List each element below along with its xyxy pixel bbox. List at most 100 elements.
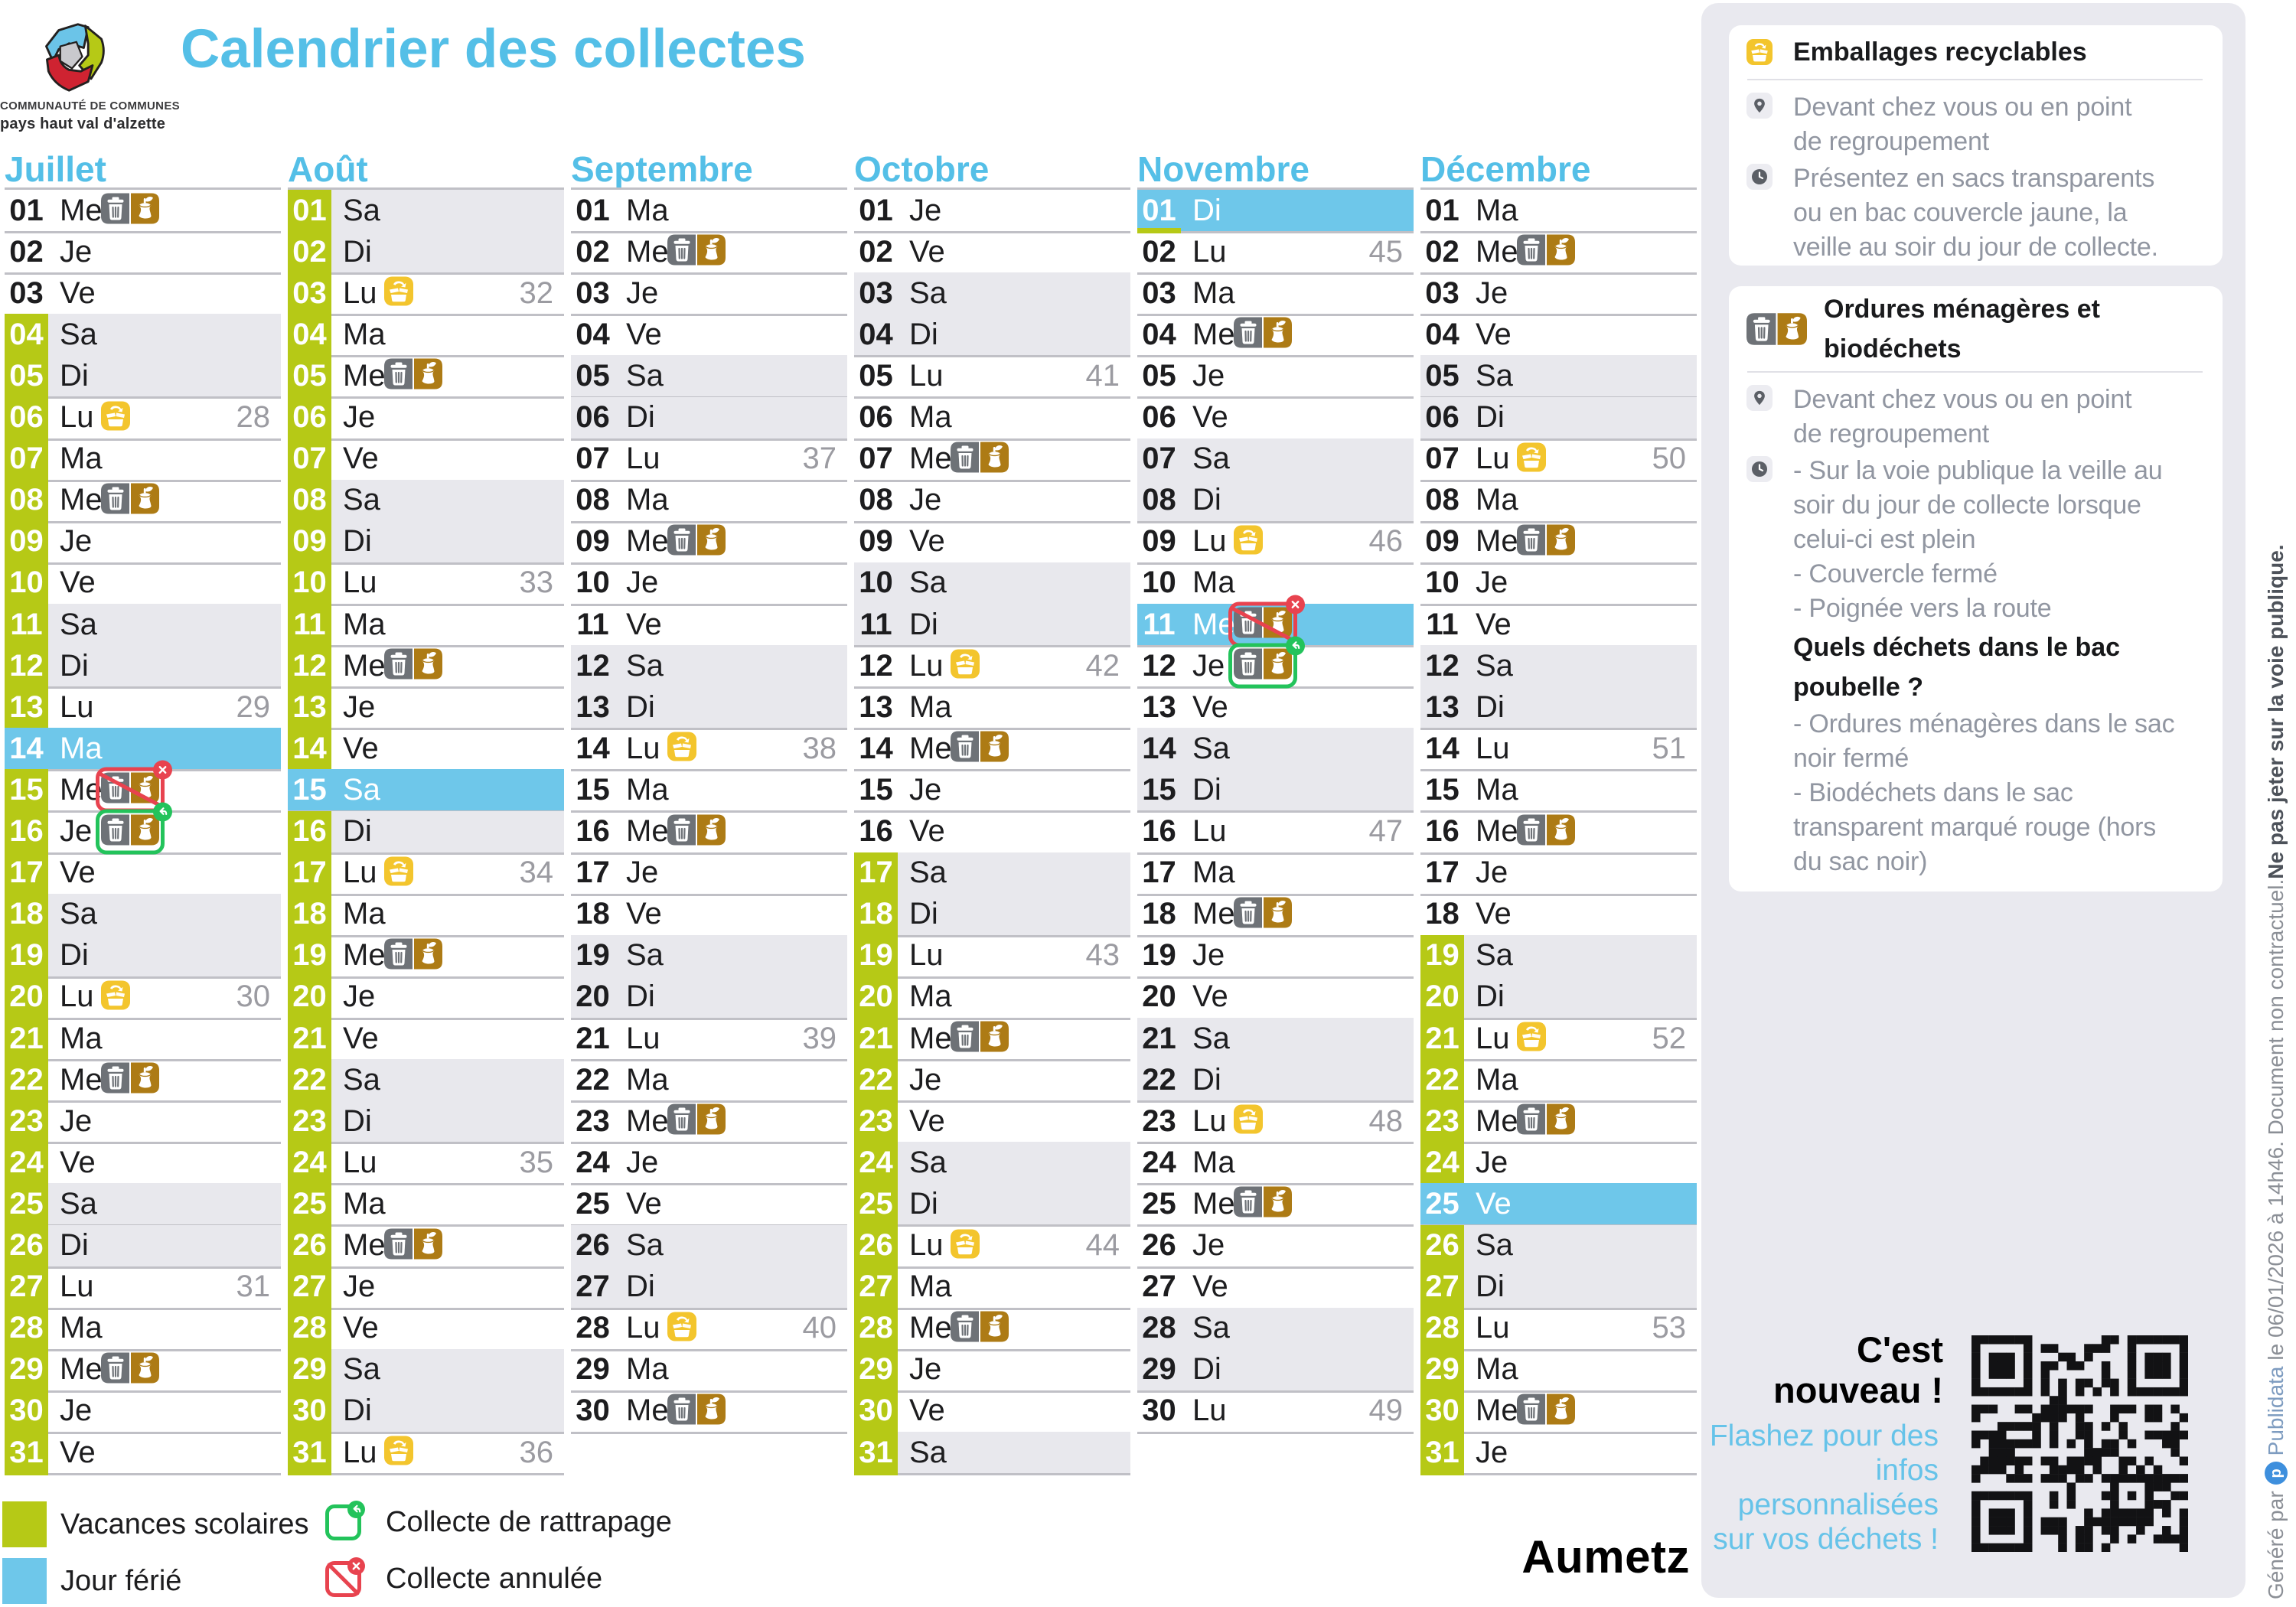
day-name: Je bbox=[343, 1270, 376, 1304]
info-panel: Emballages recyclables Devant chez vous … bbox=[1701, 3, 2245, 1598]
day-name: Ve bbox=[60, 856, 96, 890]
day-number: 24 bbox=[1142, 1145, 1176, 1179]
day-number: 09 bbox=[859, 524, 893, 559]
day-number: 31 bbox=[859, 1435, 893, 1469]
day-number: 30 bbox=[1142, 1393, 1176, 1428]
day-icons bbox=[1517, 442, 1546, 475]
month-4: Novembre 01 Di 02 Lu 45 03 Ma 04 Me 05 Je 06 Ve 07 Sa… bbox=[1135, 0, 1414, 1607]
legend-ferie: Jour férié bbox=[2, 1558, 181, 1604]
calendar-day-row: 19 Je bbox=[1137, 935, 1414, 979]
day-number: 22 bbox=[1142, 1062, 1176, 1097]
card-ordures-title: Ordures ménagères et biodéchets bbox=[1824, 295, 2100, 363]
day-number: 21 bbox=[576, 1021, 610, 1055]
day-number: 25 bbox=[9, 1186, 44, 1221]
row-separator bbox=[1137, 1100, 1414, 1103]
week-number: 35 bbox=[519, 1145, 554, 1179]
day-name: Sa bbox=[1192, 1311, 1230, 1345]
day-name: Ma bbox=[343, 1186, 386, 1221]
day-number: 24 bbox=[1425, 1145, 1459, 1179]
row-separator bbox=[1420, 1307, 1697, 1310]
day-name: Di bbox=[626, 1270, 655, 1304]
day-icons bbox=[101, 483, 159, 517]
calendar-day-row: 17 Je bbox=[1420, 852, 1697, 896]
day-number: 01 bbox=[1425, 193, 1459, 227]
day-number-cell bbox=[288, 1432, 331, 1476]
day-number: 30 bbox=[1425, 1393, 1459, 1428]
row-separator bbox=[571, 603, 847, 606]
row-separator bbox=[854, 810, 1130, 813]
row-separator bbox=[1137, 396, 1414, 399]
day-number: 12 bbox=[1142, 648, 1176, 683]
day-name: Je bbox=[1192, 648, 1225, 683]
row-separator bbox=[288, 1224, 564, 1227]
day-number-cell bbox=[288, 893, 331, 937]
day-number: 20 bbox=[859, 980, 893, 1014]
row-separator bbox=[1137, 1431, 1414, 1434]
calendar-day-row: 06 Lu 28 bbox=[5, 396, 281, 441]
calendar-day-row: 06 Ve bbox=[1137, 397, 1414, 441]
day-name: Je bbox=[60, 1103, 93, 1138]
day-name: Di bbox=[909, 1186, 938, 1221]
legend-vacances: Vacances scolaires bbox=[2, 1501, 309, 1547]
day-number: 01 bbox=[9, 193, 44, 227]
day-name: Je bbox=[626, 275, 659, 310]
day-number-cell bbox=[1420, 976, 1464, 1020]
day-number-cell bbox=[854, 1266, 898, 1310]
day-number-cell bbox=[854, 893, 898, 937]
calendar-day-row: 08 Me bbox=[5, 479, 281, 523]
row-separator bbox=[288, 645, 564, 648]
vacation-swatch bbox=[2, 1501, 47, 1547]
day-number: 10 bbox=[292, 566, 327, 600]
day-number: 23 bbox=[1425, 1103, 1459, 1138]
row-separator bbox=[1420, 438, 1697, 441]
day-name: Lu bbox=[60, 980, 94, 1014]
day-number: 29 bbox=[9, 1352, 44, 1387]
day-name: Sa bbox=[1192, 731, 1230, 765]
day-name: Ma bbox=[909, 980, 952, 1014]
day-name: Ma bbox=[1192, 566, 1235, 600]
day-icons bbox=[384, 856, 413, 889]
day-name: Lu bbox=[1476, 731, 1510, 765]
day-number-cell bbox=[288, 810, 331, 855]
row-separator bbox=[571, 1348, 847, 1351]
day-icons bbox=[384, 1228, 442, 1263]
day-number: 27 bbox=[1425, 1270, 1459, 1304]
calendar-day-row: 05 Sa bbox=[571, 355, 847, 399]
day-name: Ma bbox=[1192, 856, 1235, 890]
day-number-cell bbox=[5, 562, 48, 606]
day-name: Me bbox=[60, 1352, 103, 1387]
day-number: 05 bbox=[1425, 358, 1459, 393]
ordures-biodechets-collection-icon bbox=[384, 358, 442, 393]
row-separator bbox=[571, 1017, 847, 1020]
day-number: 05 bbox=[292, 358, 327, 393]
day-name: Sa bbox=[60, 607, 97, 641]
day-name: Je bbox=[60, 234, 93, 269]
calendar-day-row: 30 Lu 49 bbox=[1137, 1390, 1414, 1434]
row-separator bbox=[854, 1059, 1130, 1062]
day-name: Ve bbox=[909, 1393, 945, 1428]
ordures-biodechets-collection-icon bbox=[1234, 897, 1292, 931]
day-number: 01 bbox=[576, 193, 610, 227]
day-name: Je bbox=[909, 1352, 942, 1387]
day-icons bbox=[667, 524, 726, 559]
calendar-day-row: 06 Je bbox=[288, 396, 564, 441]
day-number: 20 bbox=[1142, 980, 1176, 1014]
day-number: 17 bbox=[1425, 856, 1459, 890]
calendar-day-row: 02 Me bbox=[1420, 231, 1697, 275]
day-name: Me bbox=[343, 358, 386, 393]
day-name: Je bbox=[60, 814, 93, 849]
card-emballages-title: Emballages recyclables bbox=[1793, 37, 2087, 67]
calendar-day-row: 15 Me bbox=[5, 760, 281, 813]
day-number: 09 bbox=[1142, 524, 1176, 559]
ordures-biodechets-collection-icon bbox=[667, 814, 726, 849]
day-name: Je bbox=[1192, 1228, 1225, 1263]
day-number: 27 bbox=[1142, 1270, 1176, 1304]
row-separator bbox=[571, 1059, 847, 1062]
day-number: 02 bbox=[292, 234, 327, 269]
calendar-day-row: 21 Ve bbox=[288, 1018, 564, 1062]
day-number: 04 bbox=[1425, 317, 1459, 351]
calendar-day-row: 29 Di bbox=[1137, 1348, 1414, 1393]
row-separator bbox=[571, 272, 847, 275]
month-rows: 01 Ma 02 Me 03 Je 04 Ve 05 Sa 06 Di 07 Lu 50 08 Ma 09 Me bbox=[1420, 187, 1697, 1476]
calendar-day-row: 25 Sa bbox=[5, 1183, 281, 1227]
